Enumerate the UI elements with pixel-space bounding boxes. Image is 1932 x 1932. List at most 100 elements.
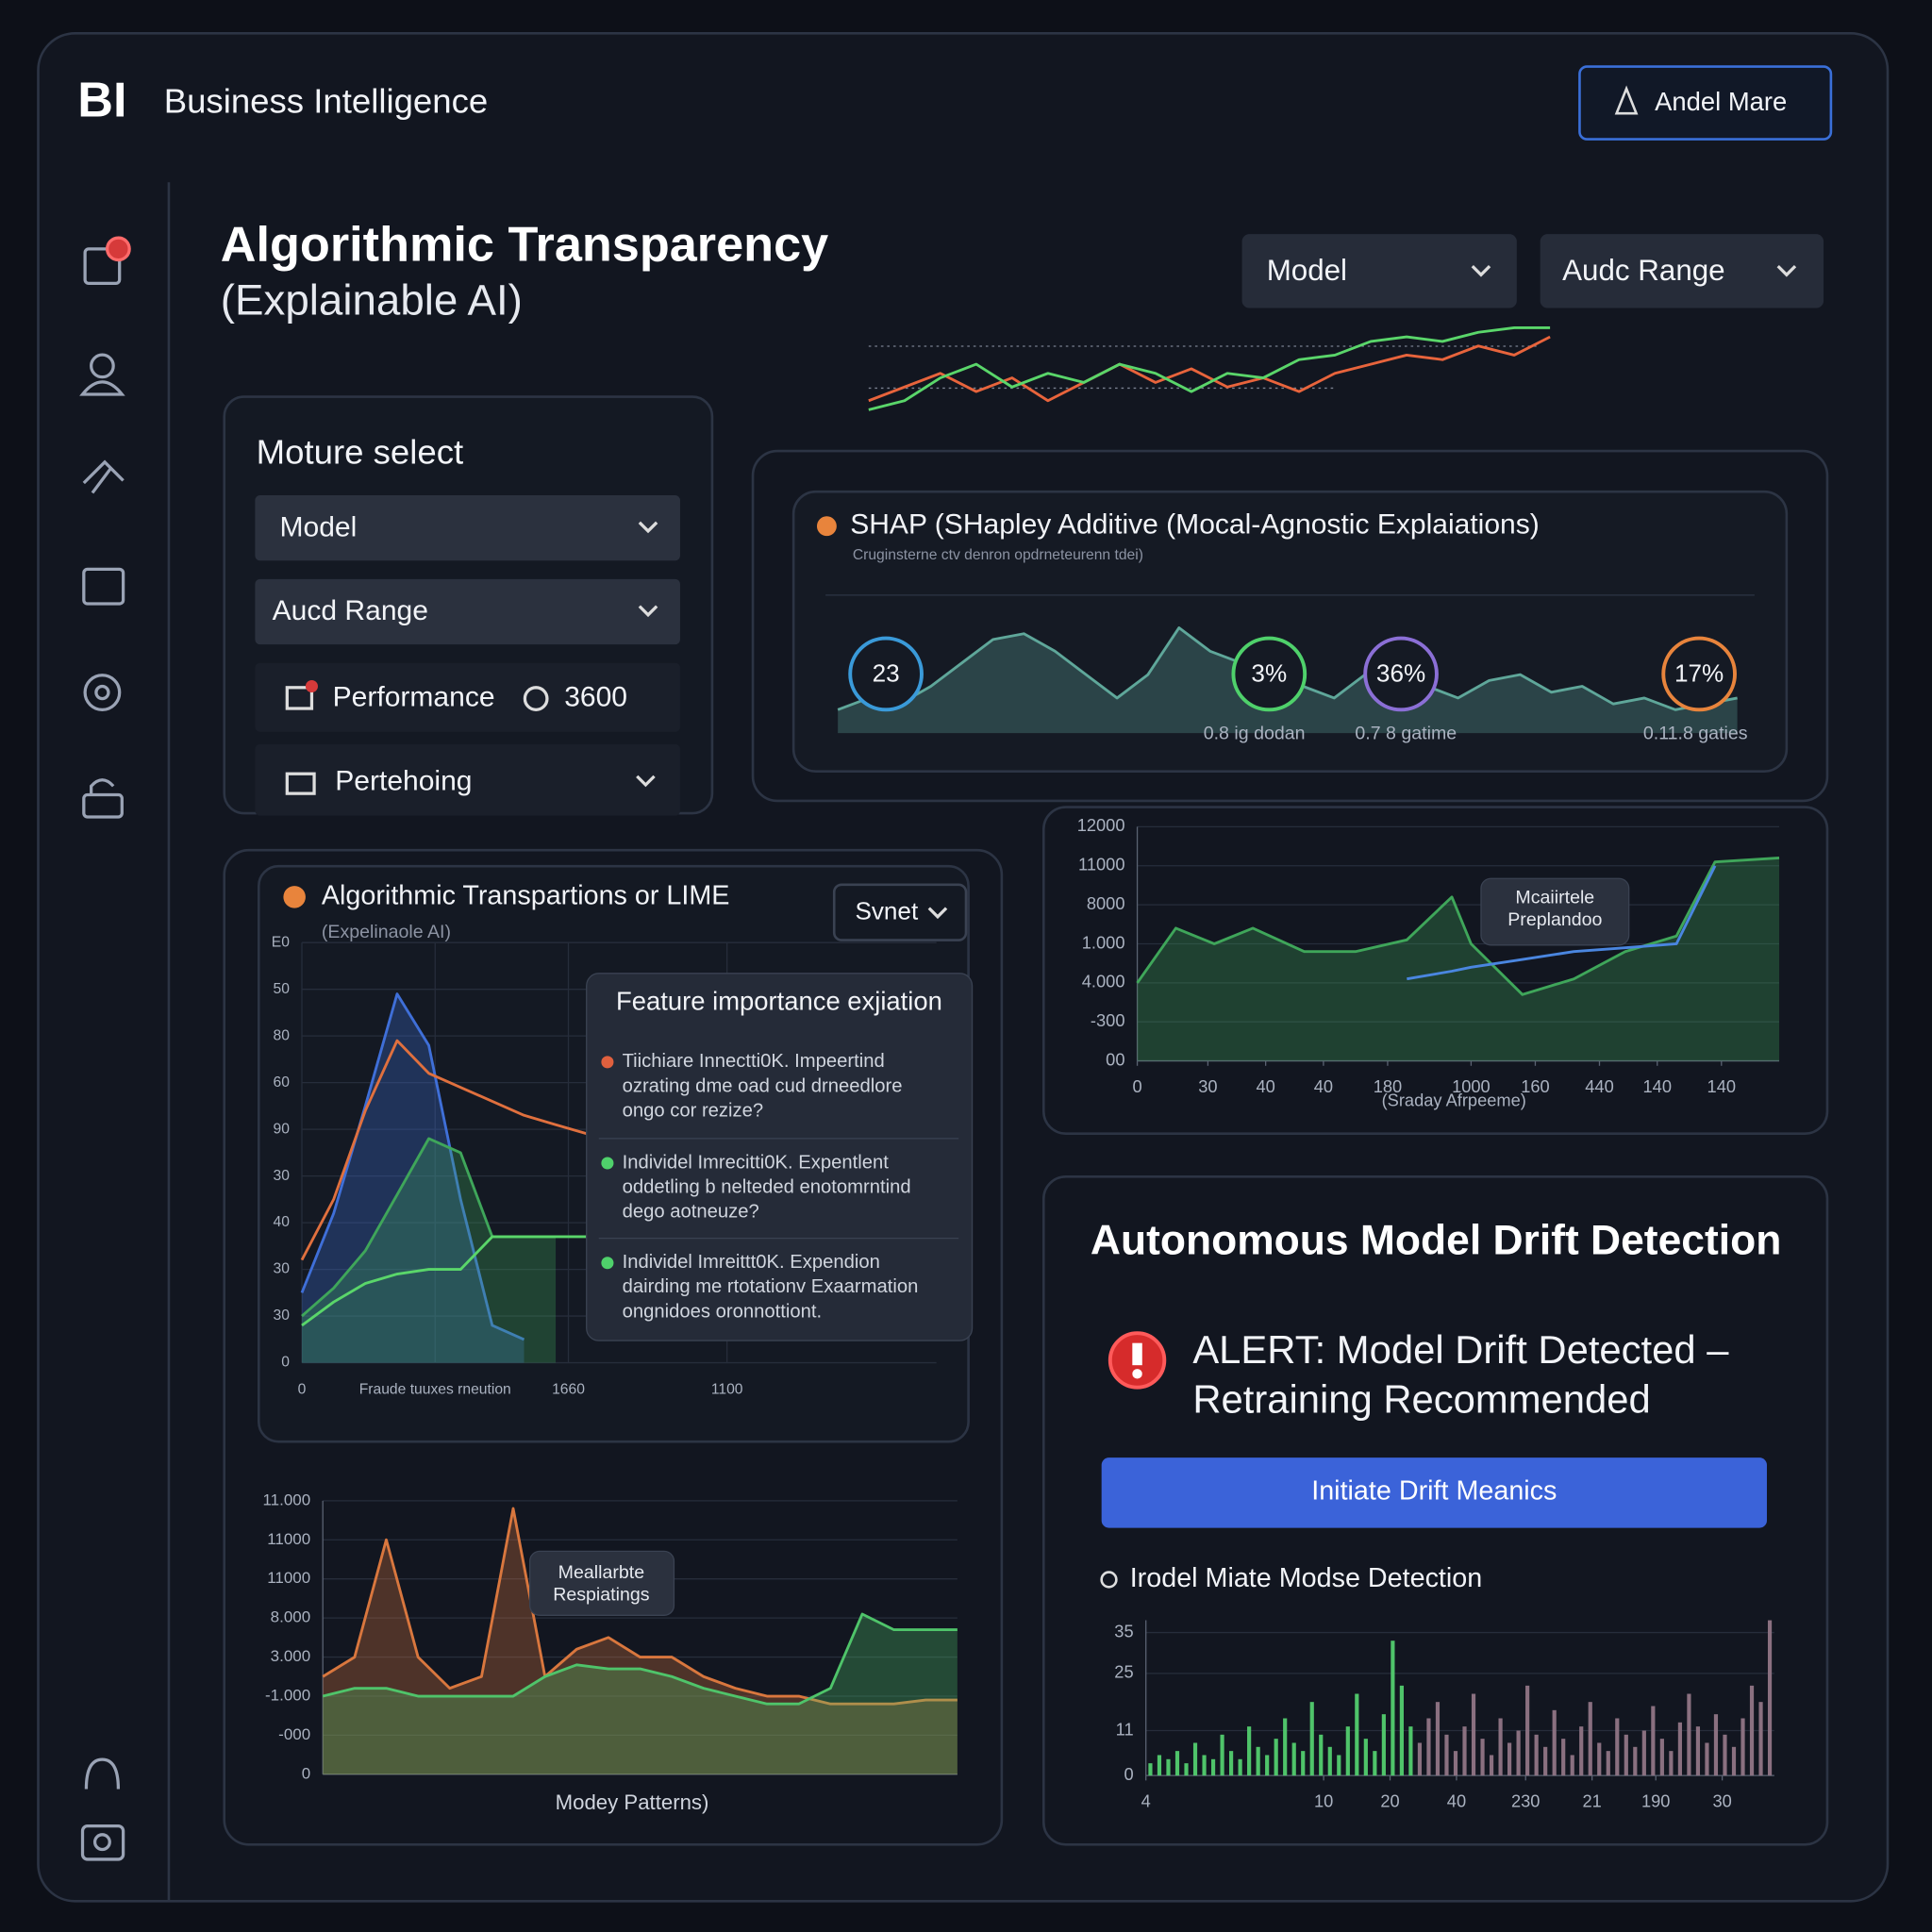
- annotation: Mcaiirtele: [1515, 887, 1594, 908]
- x-tick-label: 190: [1641, 1791, 1670, 1811]
- nav-icon[interactable]: [79, 380, 125, 396]
- x-tick-label: 20: [1380, 1791, 1399, 1811]
- tooltip-text: Tiichiare Innectti0K. Impeertind: [623, 1051, 885, 1072]
- dropdown-label: Aucd Range: [273, 595, 428, 626]
- nav-icon[interactable]: [83, 674, 122, 711]
- bar: [1624, 1734, 1628, 1776]
- alert-text: ALERT: Model Drift Detected –: [1192, 1327, 1729, 1372]
- app-title: Business Intelligence: [164, 81, 489, 120]
- nav-icon[interactable]: [82, 459, 125, 494]
- nav-icon-detail: [92, 1833, 111, 1852]
- bar: [1659, 1739, 1664, 1776]
- area: [1137, 858, 1780, 1061]
- bar: [1507, 1742, 1512, 1776]
- line: [300, 1039, 589, 1261]
- bar: [1687, 1693, 1691, 1776]
- alert-icon-mark: [1132, 1342, 1142, 1366]
- bar: [1319, 1734, 1324, 1776]
- y-tick-label: 25: [1114, 1662, 1133, 1682]
- bar: [1525, 1685, 1530, 1776]
- bar: [1651, 1706, 1656, 1776]
- badge: [305, 679, 318, 693]
- x-tick-label: 40: [1447, 1791, 1466, 1811]
- bar: [1247, 1726, 1252, 1776]
- bar: [1597, 1742, 1602, 1776]
- line: [1136, 857, 1780, 996]
- bar: [1723, 1734, 1727, 1776]
- tooltip-text: dego aotneuze?: [623, 1202, 759, 1223]
- x-tick-label: 40: [1256, 1076, 1274, 1096]
- bar: [1166, 1758, 1171, 1776]
- bar: [1695, 1726, 1701, 1776]
- lime-dropdown[interactable]: [832, 883, 968, 941]
- bar: [1148, 1763, 1153, 1776]
- dropdown[interactable]: [255, 578, 680, 645]
- dropdown[interactable]: [255, 495, 680, 561]
- nav-icon[interactable]: [90, 353, 115, 379]
- option-row[interactable]: [255, 743, 680, 816]
- performance-row[interactable]: [255, 662, 680, 732]
- bar: [1534, 1734, 1539, 1776]
- section-title: Irodel Miate Modse Detection: [1130, 1563, 1483, 1593]
- y-tick-label: 60: [274, 1074, 291, 1091]
- caption: 0.11.8 gaties: [1643, 724, 1748, 744]
- y-tick-label: 11: [1116, 1719, 1134, 1739]
- x-tick-label: 230: [1511, 1791, 1540, 1811]
- chevron: [636, 774, 656, 788]
- radio[interactable]: [523, 686, 549, 711]
- bar: [1471, 1693, 1476, 1776]
- line: [1407, 865, 1717, 981]
- dropdown-label: Svnet: [855, 897, 919, 925]
- y-tick-label: 80: [274, 1027, 291, 1043]
- sidebar: [79, 236, 131, 1861]
- filter-dropdown[interactable]: [1540, 234, 1824, 308]
- y-tick-label: 11000: [1078, 855, 1124, 874]
- drift-button[interactable]: [1101, 1457, 1767, 1528]
- y-tick-label: 30: [274, 1168, 291, 1184]
- bar: [1588, 1702, 1592, 1776]
- status-dot: [283, 886, 306, 908]
- panel-subtitle: Cruginsterne ctv denron opdrneteurenn td…: [853, 547, 1143, 563]
- bar: [1606, 1751, 1610, 1776]
- chevron: [638, 605, 658, 618]
- filter-dropdown[interactable]: [1241, 234, 1517, 308]
- gauge-label: 17%: [1674, 659, 1724, 688]
- area: [302, 993, 525, 1363]
- line: [300, 992, 525, 1341]
- gauge: [848, 636, 924, 712]
- y-tick-label: 30: [274, 1307, 291, 1324]
- bar: [1202, 1755, 1207, 1776]
- nav-icon[interactable]: [83, 247, 122, 286]
- nav-icon[interactable]: [80, 1824, 125, 1861]
- line: [322, 1612, 958, 1706]
- x-tick-label: 21: [1582, 1791, 1601, 1811]
- x-tick-label: 140: [1643, 1076, 1672, 1096]
- line: [322, 1507, 958, 1706]
- line: [868, 335, 1551, 403]
- x-tick-label: 180: [1374, 1076, 1402, 1096]
- section-icon: [1100, 1571, 1118, 1589]
- button-icon: [1614, 85, 1639, 115]
- y-tick-label: 35: [1114, 1621, 1133, 1641]
- bar: [1399, 1685, 1404, 1776]
- bar: [1749, 1685, 1755, 1776]
- filter-label: Model: [1267, 254, 1347, 287]
- bar: [1480, 1739, 1485, 1776]
- bar: [1337, 1755, 1341, 1776]
- x-tick-label: 0: [298, 1381, 307, 1397]
- bar: [1291, 1742, 1296, 1776]
- x-tick-label: 30: [1198, 1076, 1217, 1096]
- header-button[interactable]: [1578, 65, 1833, 141]
- nav-icon[interactable]: [84, 1757, 121, 1790]
- tooltip-text: oddetling b nelteded enotomrntind: [623, 1176, 911, 1197]
- dropdown-label: Model: [279, 511, 357, 542]
- gauge: [1363, 636, 1439, 712]
- tooltip-text: Individel Imreittt0K. Expendion: [623, 1252, 880, 1273]
- row-icon: [285, 772, 316, 795]
- caption: 0.7 8 gatime: [1355, 724, 1457, 744]
- bar: [1381, 1714, 1386, 1776]
- y-tick-label: 8000: [1087, 893, 1125, 913]
- nav-icon[interactable]: [82, 792, 124, 819]
- tooltip-text: Individel Imrecitti0K. Expentlent: [623, 1152, 890, 1173]
- nav-icon[interactable]: [82, 567, 125, 606]
